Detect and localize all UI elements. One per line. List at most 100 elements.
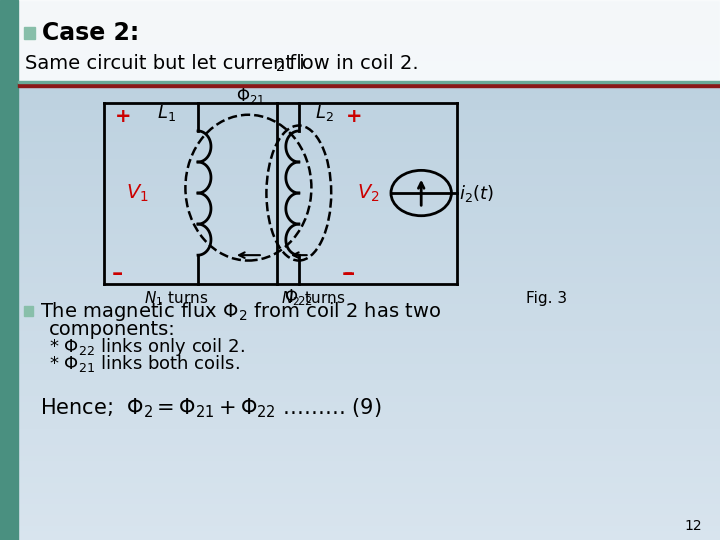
Bar (0, 513, 720, 518)
Bar (0, 319, 720, 324)
Bar (0, 189, 720, 194)
Bar (0, 491, 720, 497)
Bar (0, 146, 720, 151)
Text: $N_1$ turns: $N_1$ turns (144, 289, 209, 308)
Text: Hence;  $\Phi_2 = \Phi_{21} + \Phi_{22}$ ……… (9): Hence; $\Phi_2 = \Phi_{21} + \Phi_{22}$ … (40, 396, 381, 420)
Bar (0, 227, 720, 232)
Text: $N_2$ turns: $N_2$ turns (281, 289, 346, 308)
Bar (0, 0, 18, 540)
Bar (0, 502, 720, 508)
Text: Case 2:: Case 2: (42, 21, 139, 45)
Bar (0, 270, 720, 275)
Bar (0, 535, 720, 540)
Bar (0, 486, 720, 491)
Bar (0, 427, 720, 432)
Bar (0, 184, 720, 189)
Bar (0, 119, 720, 124)
Bar (0, 410, 720, 416)
Bar (0, 221, 720, 227)
Bar (0, 308, 720, 313)
Text: $i_2(t)$: $i_2(t)$ (459, 183, 495, 204)
Bar (0, 238, 720, 243)
Text: $L_1$: $L_1$ (157, 103, 176, 124)
Bar (0, 11, 720, 16)
Bar (0, 351, 720, 356)
Bar (0, 124, 720, 130)
Bar (0, 157, 720, 162)
Bar (0, 205, 720, 211)
Bar (0, 459, 720, 464)
Bar (0, 81, 720, 86)
Text: –: – (112, 264, 123, 284)
Bar (0, 464, 720, 470)
Bar (18, 81, 720, 83)
Bar (0, 16, 720, 22)
Bar (0, 437, 720, 443)
Bar (0, 383, 720, 389)
Text: components:: components: (49, 320, 176, 339)
Bar (0, 475, 720, 481)
Bar (0, 54, 720, 59)
Text: flow in coil 2.: flow in coil 2. (283, 53, 418, 73)
Bar (0, 297, 720, 302)
Bar (18, 0, 720, 84)
Bar (0, 59, 720, 65)
Bar (0, 346, 720, 351)
Bar (0, 76, 720, 81)
Bar (0, 0, 720, 5)
Bar (0, 167, 720, 173)
Bar (0, 232, 720, 238)
Bar (0, 265, 720, 270)
Text: +: + (115, 106, 132, 126)
Bar (0, 27, 720, 32)
Bar (0, 113, 720, 119)
Bar (0, 103, 720, 108)
Bar (0, 130, 720, 135)
Bar (0, 248, 720, 254)
Bar (0, 400, 720, 405)
Bar (0, 416, 720, 421)
Bar (0, 367, 720, 373)
Bar (0, 497, 720, 502)
Bar (0, 259, 720, 265)
Bar (0, 32, 720, 38)
Bar (0, 324, 720, 329)
Text: 12: 12 (685, 519, 702, 534)
Bar (0, 211, 720, 216)
Bar (0, 292, 720, 297)
Bar (0, 92, 720, 97)
Text: $\Phi_{21}$: $\Phi_{21}$ (236, 86, 265, 106)
Bar (0, 254, 720, 259)
Bar (0, 275, 720, 281)
Text: –: – (343, 264, 355, 284)
Bar (0, 86, 720, 92)
Bar (0, 302, 720, 308)
Text: Same circuit but let current i: Same circuit but let current i (25, 53, 305, 73)
Bar (0, 405, 720, 410)
Bar (0, 524, 720, 529)
Bar (0, 286, 720, 292)
Text: $L_2$: $L_2$ (315, 103, 334, 124)
Bar (0, 329, 720, 335)
Bar (0, 454, 720, 459)
Text: Fig. 3: Fig. 3 (526, 291, 567, 306)
Text: * $\Phi_{21}$ links both coils.: * $\Phi_{21}$ links both coils. (49, 354, 240, 374)
Text: 2: 2 (276, 60, 285, 74)
Bar (0, 470, 720, 475)
Bar (0, 22, 720, 27)
Bar (0, 518, 720, 524)
Bar (0, 378, 720, 383)
Bar (0, 5, 720, 11)
Bar (0, 313, 720, 319)
Bar (0, 281, 720, 286)
Bar (0, 49, 720, 54)
Bar (0, 529, 720, 535)
Bar (0, 194, 720, 200)
Bar (0, 173, 720, 178)
Bar (0, 335, 720, 340)
Bar (0, 216, 720, 221)
Bar (0, 394, 720, 400)
Text: The magnetic flux $\Phi_2$ from coil 2 has two: The magnetic flux $\Phi_2$ from coil 2 h… (40, 300, 441, 322)
Bar (24, 27, 35, 39)
Bar (0, 448, 720, 454)
